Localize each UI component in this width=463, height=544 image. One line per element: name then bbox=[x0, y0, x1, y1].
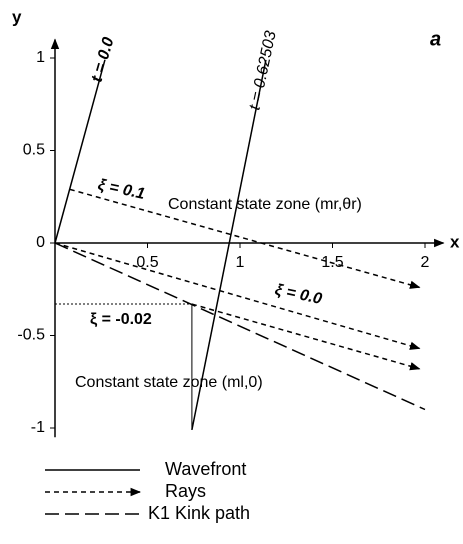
series-line bbox=[191, 303, 421, 371]
annotation: ξ = -0.02 bbox=[90, 311, 152, 328]
legend-label: K1 Kink path bbox=[148, 503, 250, 523]
annotation: ξ = 0.0 bbox=[273, 281, 323, 308]
series-line bbox=[54, 242, 421, 350]
annotation: Constant state zone (ml,0) bbox=[75, 374, 263, 391]
x-tick-label: 1 bbox=[236, 254, 245, 271]
x-tick-label: 0.5 bbox=[136, 254, 158, 271]
annotation: Constant state zone (mr,θr) bbox=[168, 196, 362, 213]
legend-label: Wavefront bbox=[165, 459, 246, 479]
y-tick-label: 0 bbox=[36, 234, 45, 251]
annotation: t = 0.0 bbox=[89, 35, 118, 84]
panel-label: a bbox=[430, 28, 441, 50]
y-tick-label: -0.5 bbox=[17, 327, 45, 344]
x-tick-label: 2 bbox=[421, 254, 430, 271]
legend-label: Rays bbox=[165, 481, 206, 501]
y-tick-label: -1 bbox=[31, 419, 45, 436]
series-line bbox=[54, 59, 106, 244]
series-line bbox=[191, 59, 267, 430]
x-axis-label: x bbox=[450, 232, 460, 251]
series-line bbox=[69, 188, 421, 289]
annotation: t = 0.62503 bbox=[246, 29, 279, 111]
y-tick-label: 1 bbox=[36, 49, 45, 66]
y-tick-label: 0.5 bbox=[23, 142, 45, 159]
annotation: ξ = 0.1 bbox=[96, 176, 146, 203]
y-axis-label: y bbox=[12, 7, 22, 26]
series-line bbox=[54, 242, 426, 411]
